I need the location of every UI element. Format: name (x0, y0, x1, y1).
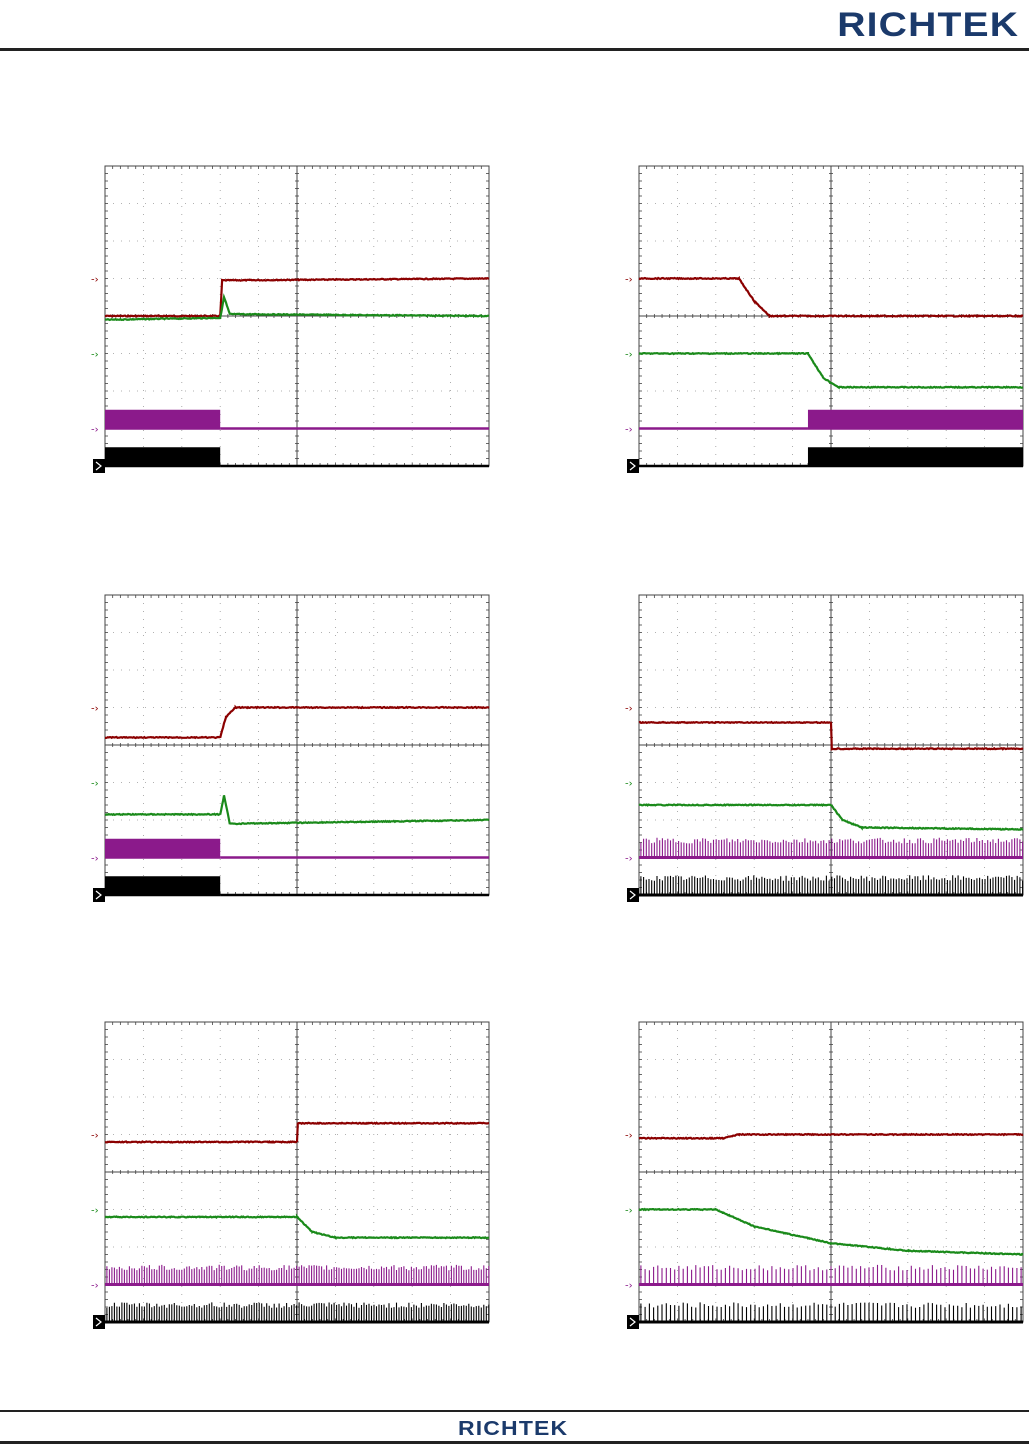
channel-3-ground-marker: -› (91, 854, 99, 865)
channel-1-ground-marker: -› (91, 275, 99, 286)
channel-1-ground-marker: -› (91, 704, 99, 715)
footer-rule (0, 1410, 1029, 1412)
channel-2-waveform (104, 1213, 490, 1241)
channel-2-waveform (638, 803, 1023, 831)
channel-3-trace: -› (91, 838, 489, 865)
channel-3-switching-band (807, 409, 1023, 429)
scope-capture-3: -› -› -› (91, 594, 490, 902)
channel-4-pulses (106, 1302, 490, 1322)
channel-3-ground-marker: -› (625, 1281, 633, 1292)
channel-1-trace: -› (91, 704, 490, 740)
footer-logo: RICHTEK (458, 1418, 569, 1440)
channel-1-ground-marker: -› (625, 704, 633, 715)
channel-2-ground-marker: -› (91, 779, 99, 790)
footer-rule-bottom (0, 1441, 1029, 1444)
channel-3-trace: -› (625, 1264, 1023, 1292)
channel-2-ground-marker: -› (625, 350, 633, 361)
channel-4-switching-band (105, 876, 221, 895)
channel-3-trace: -› (625, 409, 1023, 436)
channel-4-pulses (640, 1302, 1022, 1322)
ground-arrow-icon (95, 461, 102, 471)
channel-4-switching-band (807, 447, 1023, 466)
channel-1-trace: -› (91, 275, 490, 318)
channel-3-trace: -› (625, 837, 1024, 865)
channel-4-trace (627, 875, 1024, 902)
channel-1-trace: -› (625, 704, 1024, 751)
channel-1-waveform (105, 704, 490, 740)
ground-arrow-icon (95, 890, 102, 900)
channel-3-pulses (106, 1264, 490, 1285)
channel-4-trace (627, 447, 1023, 473)
channel-2-ground-marker: -› (625, 1206, 633, 1217)
channel-2-waveform (104, 293, 489, 322)
channel-1-ground-marker: -› (625, 1131, 633, 1142)
channel-1-waveform (104, 1121, 490, 1144)
channel-2-trace: -› (91, 293, 489, 361)
channel-4-ground-marker (93, 459, 105, 473)
channel-4-switching-band (105, 447, 221, 466)
channel-4-trace (627, 1302, 1023, 1329)
scope-capture-2: -› -› -› (625, 165, 1024, 473)
channel-1-trace: -› (91, 1121, 490, 1144)
scope-capture-1: -› -› -› (91, 165, 490, 473)
channel-1-waveform (638, 720, 1024, 751)
channel-1-waveform (638, 275, 1024, 319)
scope-capture-4: -› -› -› (625, 594, 1024, 902)
channel-2-ground-marker: -› (91, 350, 99, 361)
brand-logo: RICHTEK (837, 6, 1019, 44)
channel-4-ground-marker (93, 888, 105, 902)
channel-2-trace: -› (91, 779, 490, 826)
channel-4-trace (93, 876, 489, 902)
channel-2-trace: -› (91, 1206, 490, 1241)
channel-4-ground-marker (627, 1315, 639, 1329)
channel-2-ground-marker: -› (625, 779, 633, 790)
channel-3-trace: -› (91, 409, 489, 436)
channel-3-switching-band (105, 838, 221, 858)
channel-4-ground-marker (627, 459, 639, 473)
channel-2-trace: -› (625, 350, 1024, 390)
channel-1-trace: -› (625, 275, 1024, 319)
channel-4-ground-marker (627, 888, 639, 902)
scope-capture-6: -› -› -› (625, 1021, 1024, 1329)
scope-capture-5: -› -› -› (91, 1021, 490, 1329)
header-rule (0, 48, 1029, 51)
channel-4-ground-marker (93, 1315, 105, 1329)
channel-2-trace: -› (625, 779, 1023, 831)
channel-3-ground-marker: -› (625, 425, 633, 436)
ground-arrow-icon (629, 890, 636, 900)
channel-4-trace (93, 447, 489, 473)
channel-1-waveform (638, 1132, 1024, 1141)
channel-3-switching-band (105, 409, 221, 429)
channel-2-waveform (104, 794, 490, 826)
channel-1-ground-marker: -› (625, 275, 633, 286)
channel-4-trace (93, 1302, 490, 1329)
channel-3-trace: -› (91, 1264, 490, 1292)
channel-1-waveform (104, 276, 490, 318)
channel-2-trace: -› (625, 1206, 1024, 1256)
ground-arrow-icon (95, 1317, 102, 1327)
channel-3-pulses (640, 837, 1024, 858)
channel-3-ground-marker: -› (91, 1281, 99, 1292)
channel-2-waveform (638, 351, 1024, 390)
ground-arrow-icon (629, 1317, 636, 1327)
channel-4-pulses (640, 875, 1024, 895)
channel-3-ground-marker: -› (91, 425, 99, 436)
ground-arrow-icon (629, 461, 636, 471)
channel-1-ground-marker: -› (91, 1131, 99, 1142)
channel-2-waveform (638, 1207, 1024, 1256)
channel-3-pulses (640, 1264, 1022, 1285)
channel-3-ground-marker: -› (625, 854, 633, 865)
channel-2-ground-marker: -› (91, 1206, 99, 1217)
channel-1-trace: -› (625, 1131, 1024, 1142)
